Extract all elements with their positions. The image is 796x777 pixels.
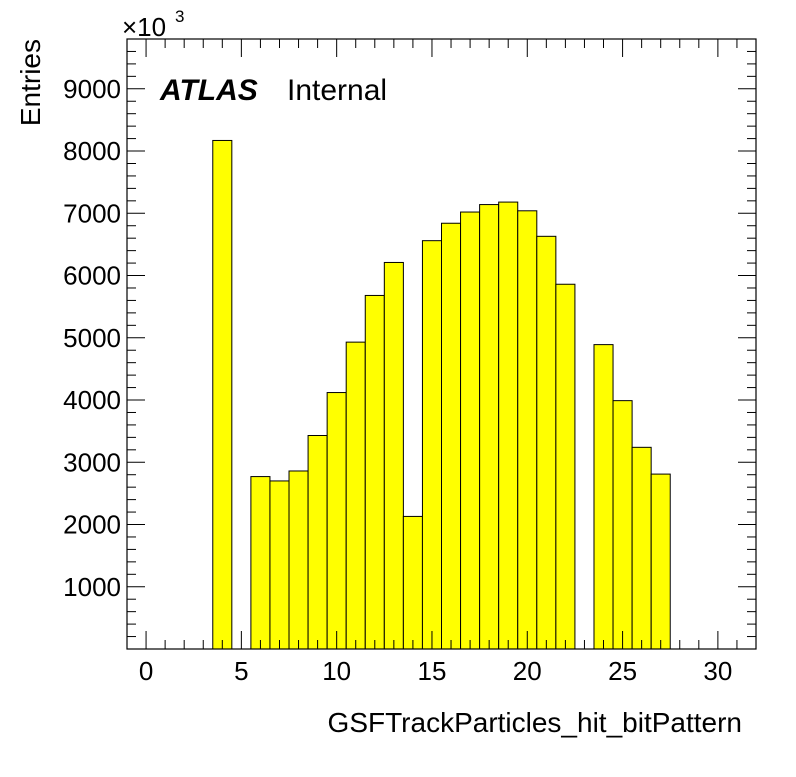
x-tick-label: 10	[322, 656, 351, 686]
x-axis-title: GSFTrackParticles_hit_bitPattern	[328, 707, 742, 738]
histogram-bar	[593, 344, 614, 650]
y-tick-label: 9000	[63, 74, 121, 104]
histogram-bar	[212, 139, 233, 650]
x-tick-label: 15	[418, 656, 447, 686]
histogram-bar	[631, 446, 652, 650]
histogram-bar	[383, 261, 404, 650]
histogram-bar	[555, 283, 576, 650]
histogram-bar	[536, 235, 557, 650]
x-tick-label: 20	[513, 656, 542, 686]
histogram-bar	[364, 294, 385, 650]
histogram-bar	[269, 480, 290, 650]
y-tick-label: 2000	[63, 510, 121, 540]
tick-labels: 0 5 10 15 20 25 30 1000 2000 3000 4000 5000 6000 7000…	[63, 74, 732, 686]
histogram-bar	[307, 435, 328, 650]
histogram-bar	[517, 210, 538, 650]
y-exponent-base: ×10	[122, 12, 166, 42]
axis-ticks	[126, 39, 757, 649]
x-tick-label: 30	[703, 656, 732, 686]
x-tick-label: 25	[608, 656, 637, 686]
status-label: Internal	[287, 74, 387, 107]
y-exponent-power: 3	[175, 7, 184, 26]
x-tick-label: 5	[234, 656, 248, 686]
histogram-bar	[326, 392, 347, 650]
y-tick-label: 6000	[63, 261, 121, 291]
histogram-bar	[460, 211, 481, 650]
histogram-bar	[421, 240, 442, 650]
histogram-bar	[650, 473, 671, 650]
histogram-bar	[402, 515, 423, 650]
histogram-bars	[212, 139, 671, 650]
histogram-bar	[479, 204, 500, 650]
y-tick-label: 1000	[63, 572, 121, 602]
histogram-bar	[441, 222, 462, 650]
histogram-bar	[250, 476, 271, 650]
y-tick-label: 4000	[63, 385, 121, 415]
histogram-bar	[345, 341, 366, 650]
experiment-label: ATLAS	[159, 74, 258, 107]
histogram-bar	[498, 201, 519, 650]
plot-frame	[126, 38, 757, 650]
y-axis-title: Entries	[15, 39, 46, 126]
y-tick-label: 8000	[63, 136, 121, 166]
histogram-bar	[288, 470, 309, 650]
y-tick-label: 3000	[63, 447, 121, 477]
histogram-bar	[612, 400, 633, 650]
y-tick-label: 7000	[63, 198, 121, 228]
y-tick-label: 5000	[63, 323, 121, 353]
x-tick-label: 0	[139, 656, 153, 686]
